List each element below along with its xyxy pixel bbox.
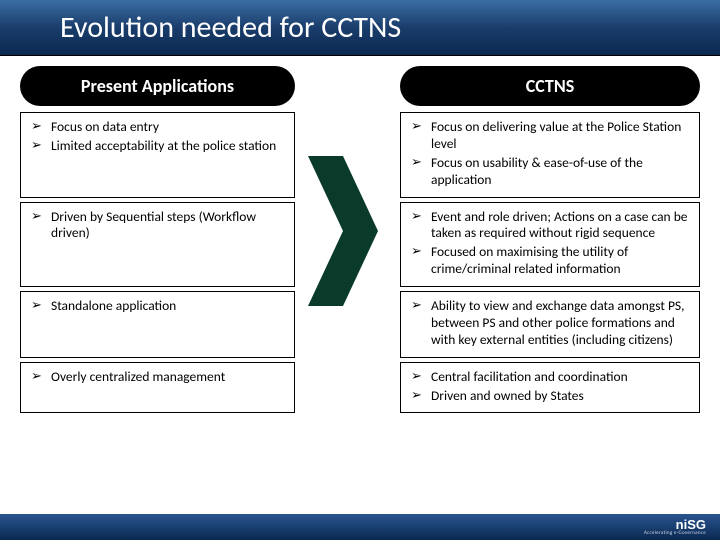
bullet-item: Event and role driven; Actions on a case…: [411, 209, 689, 243]
logo-tagline: Accelerating e-Governance: [644, 531, 706, 536]
content-area: Present Applications CCTNS Focus on data…: [0, 56, 720, 413]
bullet-item: Ability to view and exchange data amongs…: [411, 298, 689, 349]
bullet-item: Standalone application: [31, 298, 284, 315]
footer-logo: niSG Accelerating e-Governance: [644, 518, 706, 536]
left-cell: Overly centralized management: [20, 362, 295, 414]
left-cell: Standalone application: [20, 291, 295, 358]
comparison-row: Driven by Sequential steps (Workflow dri…: [20, 202, 700, 288]
page-title: Evolution needed for CCTNS: [60, 9, 401, 46]
left-header-pill: Present Applications: [20, 66, 295, 106]
right-cell: Event and role driven; Actions on a case…: [400, 202, 700, 288]
bullet-item: Limited acceptability at the police stat…: [31, 138, 284, 155]
comparison-rows: Focus on data entry Limited acceptability…: [20, 112, 700, 413]
bullet-item: Focused on maximising the utility of cri…: [411, 244, 689, 278]
right-header-pill: CCTNS: [400, 66, 700, 106]
comparison-row: Standalone application Ability to view an…: [20, 291, 700, 358]
comparison-row: Overly centralized management Central fac…: [20, 362, 700, 414]
column-headers: Present Applications CCTNS: [20, 66, 700, 106]
right-cell: Focus on delivering value at the Police …: [400, 112, 700, 198]
title-bar: Evolution needed for CCTNS: [0, 0, 720, 56]
bullet-item: Overly centralized management: [31, 369, 284, 386]
bullet-item: Focus on data entry: [31, 119, 284, 136]
left-cell: Driven by Sequential steps (Workflow dri…: [20, 202, 295, 288]
left-cell: Focus on data entry Limited acceptability…: [20, 112, 295, 198]
comparison-row: Focus on data entry Limited acceptability…: [20, 112, 700, 198]
footer-bar: niSG Accelerating e-Governance: [0, 514, 720, 540]
bullet-item: Driven and owned by States: [411, 388, 689, 405]
bullet-item: Focus on usability & ease-of-use of the …: [411, 155, 689, 189]
bullet-item: Central facilitation and coordination: [411, 369, 689, 386]
bullet-item: Focus on delivering value at the Police …: [411, 119, 689, 153]
right-cell: Central facilitation and coordination Dri…: [400, 362, 700, 414]
bullet-item: Driven by Sequential steps (Workflow dri…: [31, 209, 284, 243]
right-cell: Ability to view and exchange data amongs…: [400, 291, 700, 358]
